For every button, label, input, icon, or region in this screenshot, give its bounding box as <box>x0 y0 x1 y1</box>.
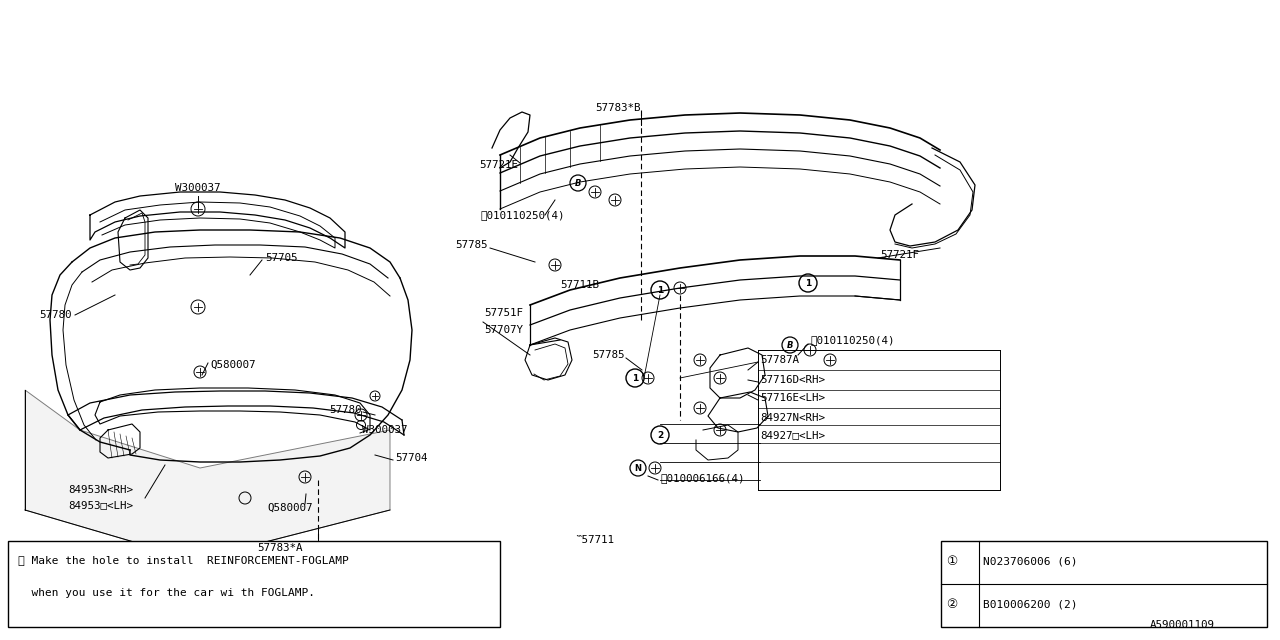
Text: N: N <box>635 463 641 472</box>
Text: B: B <box>787 340 794 349</box>
Text: N023706006 (6): N023706006 (6) <box>983 557 1078 567</box>
Text: 57785: 57785 <box>593 350 625 360</box>
Text: 57787A: 57787A <box>760 355 799 365</box>
Text: 2: 2 <box>657 431 663 440</box>
Text: 57751F: 57751F <box>484 308 524 318</box>
Text: 84953□<LH>: 84953□<LH> <box>68 500 133 510</box>
Bar <box>8 541 500 627</box>
Text: 84927N<RH>: 84927N<RH> <box>760 413 826 423</box>
Text: 57780: 57780 <box>40 310 72 320</box>
Text: 1: 1 <box>657 285 663 294</box>
Text: 57711B: 57711B <box>561 280 599 290</box>
Text: when you use it for the car wi th FOGLAMP.: when you use it for the car wi th FOGLAM… <box>18 588 315 598</box>
Text: 57716D<RH>: 57716D<RH> <box>760 375 826 385</box>
Text: A590001109: A590001109 <box>1149 620 1215 630</box>
Text: 57716E<LH>: 57716E<LH> <box>760 393 826 403</box>
Text: W300037: W300037 <box>362 425 407 435</box>
Text: Ⓝ010006166(4): Ⓝ010006166(4) <box>660 473 745 483</box>
Text: 84927□<LH>: 84927□<LH> <box>760 430 826 440</box>
Text: Ⓑ010110250(4): Ⓑ010110250(4) <box>810 335 895 345</box>
Text: ‷57711: ‷57711 <box>575 535 614 545</box>
Text: Ⓑ010110250(4): Ⓑ010110250(4) <box>480 210 564 220</box>
Text: 57705: 57705 <box>265 253 297 263</box>
Text: 1: 1 <box>632 374 639 383</box>
Bar <box>941 541 1267 627</box>
Text: W300037: W300037 <box>175 183 220 193</box>
Text: Q580007: Q580007 <box>268 503 312 513</box>
Text: 57707Y: 57707Y <box>484 325 524 335</box>
Text: 57780: 57780 <box>329 405 362 415</box>
Text: 84953N<RH>: 84953N<RH> <box>68 485 133 495</box>
Text: ②: ② <box>946 598 957 611</box>
Text: B: B <box>575 179 581 188</box>
Text: 57785: 57785 <box>456 240 488 250</box>
Text: 57783*B: 57783*B <box>595 103 640 113</box>
Text: ※ Make the hole to install  REINFORCEMENT-FOGLAMP: ※ Make the hole to install REINFORCEMENT… <box>18 555 348 565</box>
Polygon shape <box>26 390 390 560</box>
Text: 57783*A: 57783*A <box>257 543 303 553</box>
Text: 1: 1 <box>805 278 812 287</box>
Text: B010006200 (2): B010006200 (2) <box>983 600 1078 610</box>
Text: ①: ① <box>946 556 957 568</box>
Text: 57704: 57704 <box>396 453 428 463</box>
Text: 57721E: 57721E <box>479 160 518 170</box>
Text: 57721F: 57721F <box>881 250 919 260</box>
Text: Q580007: Q580007 <box>210 360 256 370</box>
